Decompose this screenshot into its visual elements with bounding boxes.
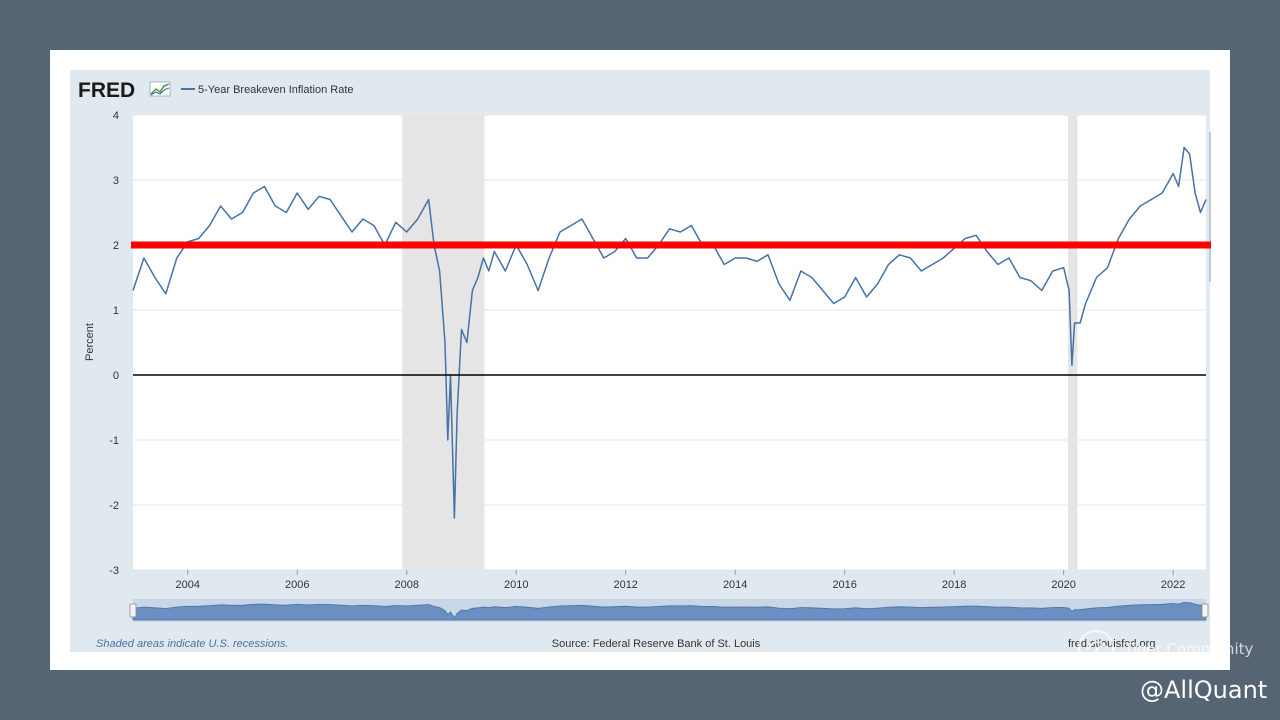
legend-label: 5-Year Breakeven Inflation Rate [198, 84, 354, 96]
plot-area [133, 115, 1206, 570]
x-axis-ticks: 2004 2006 2008 2010 2012 2014 2016 2018 2020 2022 [176, 570, 1185, 591]
x-tick-label: 2006 [285, 579, 309, 591]
x-tick-label: 2020 [1051, 579, 1075, 591]
recession-note: Shaded areas indicate U.S. recessions. [96, 638, 289, 650]
y-tick-label: -2 [109, 500, 119, 512]
author-handle: @AllQuant [1140, 676, 1268, 704]
y-axis-ticks: -3 -2 -1 0 1 2 3 4 [109, 110, 119, 577]
fred-logo-chart-icon [149, 81, 171, 97]
navigator-right-handle[interactable] [1201, 603, 1209, 618]
vertical-scrollbar[interactable] [1209, 132, 1211, 282]
navigator-series [132, 601, 1207, 621]
y-tick-label: 4 [113, 110, 119, 122]
y-axis-title: Percent [84, 323, 96, 361]
recession-band [402, 115, 485, 570]
x-tick-label: 2008 [394, 579, 418, 591]
y-tick-label: -1 [109, 435, 119, 447]
x-tick-label: 2010 [504, 579, 528, 591]
x-tick-label: 2004 [176, 579, 200, 591]
x-tick-label: 2012 [613, 579, 637, 591]
y-tick-label: 2 [113, 240, 119, 252]
source-note: Source: Federal Reserve Bank of St. Loui… [552, 638, 761, 650]
y-tick-label: 3 [113, 175, 119, 187]
reference-lines [131, 241, 1211, 376]
watermark-text: Tiger Community [1124, 640, 1254, 658]
navigator-left-handle[interactable] [129, 603, 137, 618]
y-tick-label: -3 [109, 565, 119, 577]
fred-logo: FRED [78, 79, 135, 102]
y-tick-label: 1 [113, 305, 119, 317]
x-tick-label: 2014 [723, 579, 747, 591]
x-tick-label: 2018 [942, 579, 966, 591]
y-tick-label: 0 [113, 370, 119, 382]
tiger-logo-icon [1078, 630, 1114, 666]
x-tick-label: 2016 [832, 579, 856, 591]
range-navigator[interactable] [129, 599, 1209, 622]
x-tick-label: 2022 [1161, 579, 1185, 591]
